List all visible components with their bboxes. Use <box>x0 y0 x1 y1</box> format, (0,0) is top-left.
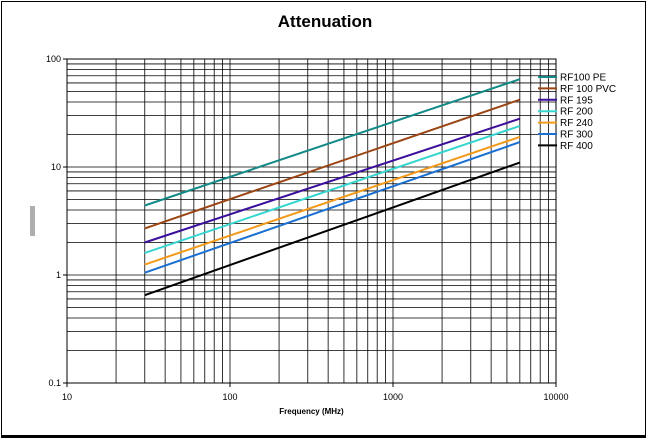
y-tick-label: 10 <box>51 162 61 172</box>
legend-label: RF 240 <box>560 118 593 129</box>
series-line <box>144 117 521 244</box>
x-tick-label: 10 <box>62 392 72 402</box>
series-line <box>144 124 521 254</box>
x-tick-label: 100 <box>222 392 237 402</box>
legend-label: RF100 PE <box>560 73 606 84</box>
x-axis-label: Frequency (MHz) <box>279 407 344 416</box>
x-tick-label: 1000 <box>383 392 403 402</box>
y-tick-label: 100 <box>46 54 61 64</box>
legend-label: RF 200 <box>560 107 593 118</box>
series-line <box>144 98 521 230</box>
series-line <box>144 78 521 207</box>
x-tick-label: 10000 <box>543 392 568 402</box>
plot-area <box>66 58 557 384</box>
y-tick-label: 1 <box>56 270 61 280</box>
series-line <box>144 135 521 266</box>
chart-frame <box>1 1 646 438</box>
legend-label: RF 400 <box>560 141 593 152</box>
legend-label: RF 300 <box>560 130 593 141</box>
y-tick-label: 0.1 <box>48 378 61 388</box>
legend-label: RF 100 PVC <box>560 84 616 95</box>
series-line <box>144 161 521 297</box>
y-axis-label-illegible <box>30 206 35 236</box>
series-line <box>144 141 521 274</box>
chart-title: Attenuation <box>277 12 373 31</box>
legend-label: RF 195 <box>560 95 593 106</box>
